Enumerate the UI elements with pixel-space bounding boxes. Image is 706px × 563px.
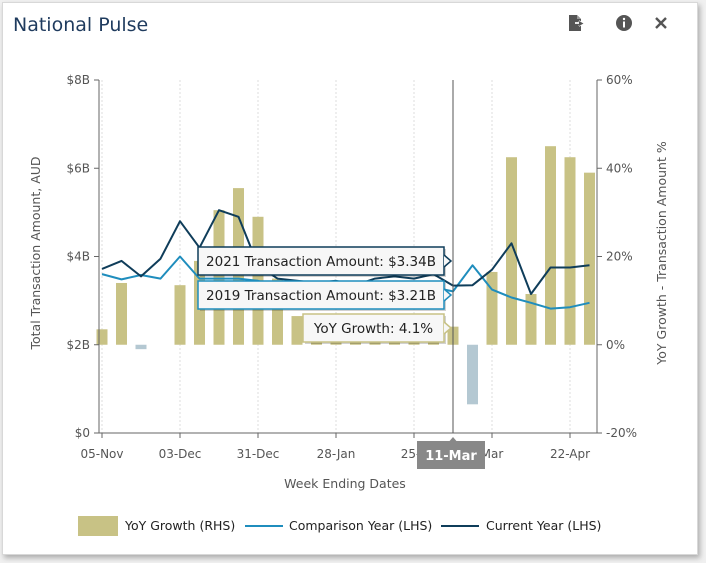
bar-yoy-22	[525, 294, 537, 345]
y-right-tick-label: 60%	[606, 73, 633, 87]
tooltip-current-year: 2021 Transaction Amount: $3.34B	[197, 246, 453, 277]
x-tick-label: 22-Apr	[550, 447, 590, 461]
legend-label-current: Current Year (LHS)	[486, 518, 601, 533]
tooltip-yoy-growth-arrow	[443, 321, 453, 335]
legend-label-comparison: Comparison Year (LHS)	[289, 518, 432, 533]
chart-card: National Pulse $0 $2B $4B $6B $8B -20% 0% 20% 40…	[2, 2, 698, 555]
y-left-tick-label: $2B	[66, 338, 90, 352]
bar-yoy-23	[545, 146, 556, 345]
x-tick-label: 03-Dec	[159, 447, 202, 461]
y-right-tick-label: -20%	[606, 426, 637, 440]
bar-yoy-2	[135, 344, 147, 350]
y-right-tick-label: 20%	[606, 250, 633, 264]
bar-yoy-4	[174, 285, 186, 345]
info-icon[interactable]	[614, 13, 634, 33]
y-left-tick-label: $4B	[66, 250, 90, 264]
x-tick-label: 28-Jan	[317, 447, 356, 461]
legend-label-yoy: YoY Growth (RHS)	[124, 518, 235, 533]
bar-yoy-21	[506, 157, 517, 345]
tooltip-comparison-year-box	[197, 280, 445, 310]
y-left-tick-label: $8B	[66, 73, 90, 87]
tooltip-current-year-box	[197, 246, 445, 276]
bar-yoy-25	[584, 172, 595, 345]
hover-label-bg	[417, 441, 485, 469]
tooltip-yoy-growth-text: YoY Growth: 4.1%	[313, 321, 433, 337]
x-tick-label: 31-Dec	[237, 447, 280, 461]
bar-yoy-9	[272, 278, 283, 345]
y-right-tick-label: 0%	[606, 338, 625, 352]
y-axis-right-title: YoY Growth - Transaction Amount %	[654, 141, 669, 366]
x-tick-label: 05-Nov	[80, 447, 123, 461]
tooltip-current-year-text: 2021 Transaction Amount: $3.34B	[206, 254, 436, 270]
chart-area: $0 $2B $4B $6B $8B -20% 0% 20% 40% 60% 05-Nov 03-De…	[28, 73, 669, 536]
tooltip-comparison-year: 2019 Transaction Amount: $3.21B	[197, 280, 453, 311]
bar-yoy-19	[467, 344, 478, 405]
hover-date-label: 11-Mar	[425, 449, 477, 464]
bar-yoy-0	[96, 329, 108, 345]
legend-swatch-yoy	[78, 516, 118, 536]
tooltip-yoy-growth-box	[302, 313, 445, 343]
tooltip-current-year-arrow	[443, 254, 453, 268]
close-icon[interactable]	[651, 13, 671, 33]
bar-yoy-6	[213, 210, 225, 345]
tooltip-comparison-year-arrow	[443, 288, 453, 302]
x-tick-label: Mar	[481, 447, 504, 461]
y-right-tick-label: 40%	[606, 161, 633, 175]
bar-yoy-1	[116, 282, 127, 345]
bar-yoy-20	[486, 271, 498, 345]
export-icon[interactable]	[566, 13, 586, 33]
page-title: National Pulse	[13, 14, 149, 36]
x-axis-title: Week Ending Dates	[284, 476, 406, 491]
tooltip-comparison-year-text: 2019 Transaction Amount: $3.21B	[206, 288, 436, 304]
y-left-tick-label: $6B	[66, 161, 90, 175]
y-axis-left-title: Total Transaction Amount, AUD	[28, 156, 43, 350]
y-left-tick-label: $0	[75, 426, 90, 440]
legend: YoY Growth (RHS) Comparison Year (LHS) C…	[78, 516, 601, 536]
bar-yoy-10	[291, 316, 303, 345]
bar-yoy-24	[564, 157, 576, 345]
hover-layer: 11-Mar 2021 Transaction Amount: $3.34B 201…	[197, 80, 485, 469]
tooltip-yoy-growth: YoY Growth: 4.1%	[302, 313, 453, 344]
